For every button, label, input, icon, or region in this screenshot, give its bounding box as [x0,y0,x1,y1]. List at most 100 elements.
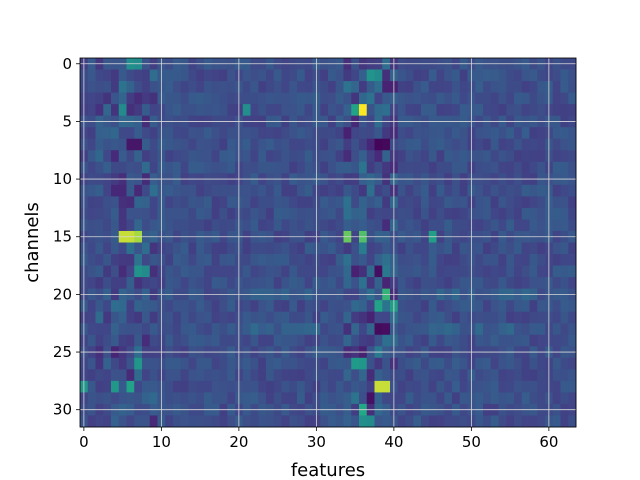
heatmap-cell [366,392,375,405]
heatmap-cell [103,311,112,324]
heatmap-cell [498,311,507,324]
x-tick-label: 60 [539,433,558,451]
heatmap-cell [273,219,282,232]
heatmap-cell [560,92,569,105]
heatmap-cell [413,127,422,140]
heatmap-cell [483,311,492,324]
x-tick-label: 20 [229,433,248,451]
heatmap-cell [87,196,96,209]
heatmap-cell [382,392,391,405]
heatmap-cell [529,311,538,324]
heatmap-cell [343,104,352,117]
heatmap-cell [149,357,158,370]
heatmap-cell [281,92,290,105]
heatmap-cell [219,92,228,105]
heatmap-cell [273,380,282,393]
heatmap-cell [134,277,143,290]
heatmap-cell [103,161,112,174]
heatmap-cell [374,196,383,209]
heatmap-cell [103,415,112,428]
heatmap-cell [173,392,182,405]
heatmap-cell [149,184,158,197]
heatmap-cell [95,138,104,151]
heatmap-cell [289,300,298,313]
heatmap-cell [297,277,306,290]
heatmap-cell [289,415,298,428]
heatmap-cell [180,104,189,117]
heatmap-cell [421,69,430,82]
heatmap-cell [103,254,112,266]
heatmap-cell [514,207,523,220]
heatmap-cell [428,69,437,82]
heatmap-cell [521,357,530,370]
heatmap-cell [343,219,352,232]
heatmap-cell [173,242,182,255]
heatmap-cell [118,184,127,197]
heatmap-cell [421,311,430,324]
heatmap-cell [242,380,251,393]
heatmap-cell [87,254,96,266]
heatmap-cell [498,334,507,347]
heatmap-cell [529,92,538,105]
heatmap-cell [242,207,251,220]
heatmap-cell [242,138,251,151]
heatmap-cell [173,184,182,197]
heatmap-cell [281,277,290,290]
heatmap-cell [266,242,275,255]
heatmap-cell [568,207,577,220]
heatmap-cell [483,138,492,151]
heatmap-cell [173,81,182,93]
heatmap-cell [359,161,368,174]
heatmap-cell [359,150,368,163]
heatmap-cell [382,196,391,209]
heatmap-cell [95,207,104,220]
heatmap-cell [103,242,112,255]
heatmap-cell [552,219,561,232]
heatmap-cell [444,104,453,117]
heatmap-cell [444,150,453,163]
heatmap-cell [537,357,546,370]
heatmap-cell [568,254,577,266]
heatmap-cell [436,334,445,347]
heatmap-cell [514,138,523,151]
heatmap-cell [149,369,158,382]
heatmap-cell [568,369,577,382]
heatmap-cell [490,138,499,151]
heatmap-cell [343,277,352,290]
heatmap-cell [397,334,406,347]
heatmap-cell [142,369,151,382]
heatmap-cell [351,92,360,105]
heatmap-cell [320,184,329,197]
heatmap-cell [204,242,213,255]
heatmap-cell [359,323,368,336]
heatmap-cell [95,415,104,428]
heatmap-cell [165,415,174,428]
heatmap-cell [514,311,523,324]
heatmap-cell [196,81,205,93]
heatmap-cell [289,219,298,232]
heatmap-cell [297,265,306,278]
heatmap-cell [335,138,344,151]
heatmap-cell [498,127,507,140]
heatmap-cell [366,254,375,266]
heatmap-cell [204,92,213,105]
heatmap-cell [506,150,515,163]
heatmap-cell [560,334,569,347]
heatmap-cell [297,334,306,347]
heatmap-cell [475,104,484,117]
heatmap-cell [452,127,461,140]
heatmap-cell [405,323,414,336]
heatmap-cell [258,196,267,209]
heatmap-cell [242,69,251,82]
heatmap-cell [343,323,352,336]
heatmap-cell [490,219,499,232]
heatmap-cell [521,265,530,278]
heatmap-cell [328,357,337,370]
heatmap-cell [126,196,135,209]
heatmap-cell [281,161,290,174]
heatmap-cell [428,357,437,370]
heatmap-cell [382,380,391,393]
heatmap-cell [529,415,538,428]
heatmap-cell [149,207,158,220]
heatmap-cell [250,242,259,255]
